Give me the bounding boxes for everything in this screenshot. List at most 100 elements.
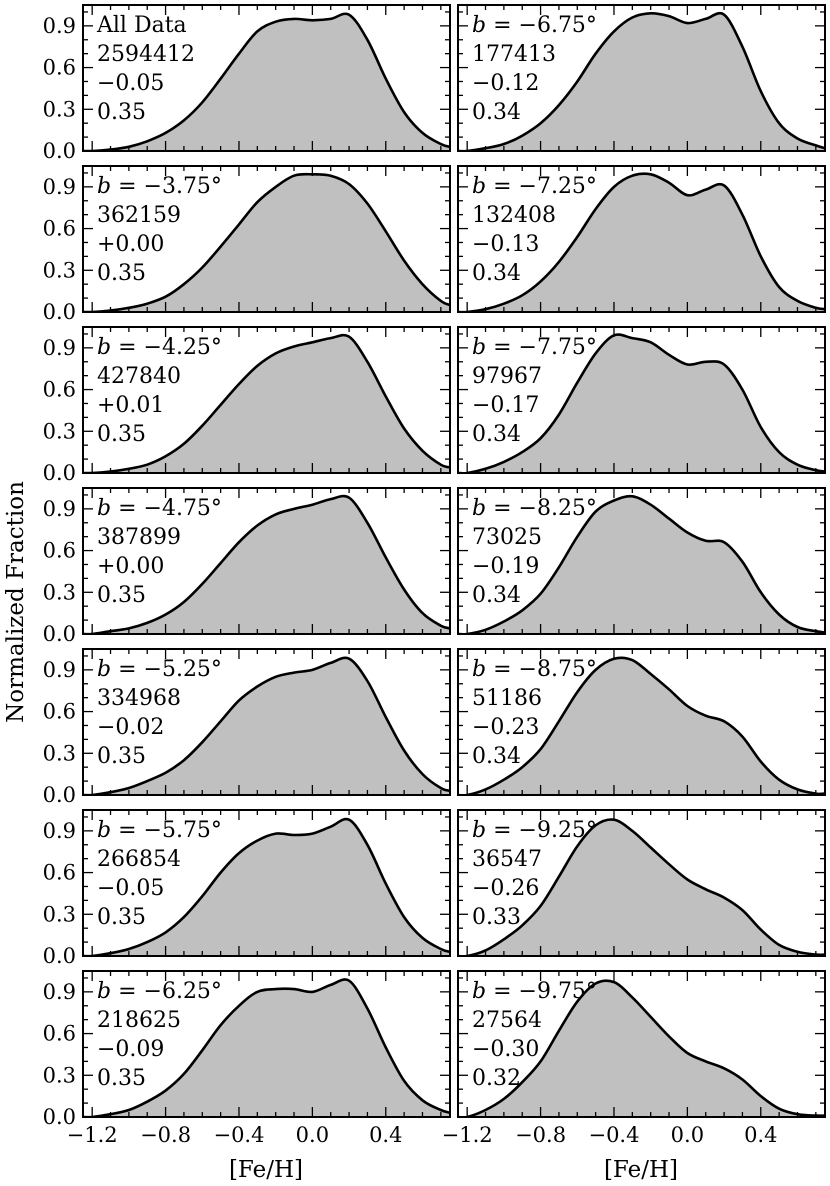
panel: 0.0 0.3 0.6 0.9 b = −4.75° 387899 +0.00 0.35: [43, 487, 451, 646]
y-tick-label: 0.3: [43, 902, 76, 926]
panel-label: b = −9.25°: [472, 818, 597, 843]
y-tick-label: 0.0: [43, 783, 76, 807]
panel-frame: [82, 487, 451, 635]
star-count: 132408: [472, 203, 556, 228]
mdf-area: [83, 174, 450, 312]
star-count: 97967: [472, 364, 542, 389]
mdf-area: [458, 334, 825, 473]
x-tick-label: −1.2: [67, 1123, 118, 1147]
dispersion: 0.32: [472, 1066, 521, 1091]
panel-frame: [82, 970, 451, 1118]
y-tick-label: 0.0: [43, 622, 76, 646]
mean-feh: −0.26: [472, 876, 539, 901]
mean-feh: +0.01: [97, 393, 164, 418]
panel: b = −7.25° 132408 −0.13 0.34: [457, 165, 826, 313]
panel: −1.2 −0.8 −0.4 0.0 0.4 b = −9.75° 27564 −0.30 0.…: [442, 970, 826, 1147]
mdf-curve: [83, 333, 450, 473]
mdf-curve: [458, 979, 825, 1117]
y-tick-label: 0.9: [43, 175, 76, 199]
y-tick-label: 0.6: [43, 1022, 76, 1046]
mdf-curve: [83, 656, 450, 795]
panel: b = −6.75° 177413 −0.12 0.34: [457, 4, 826, 152]
panel: 0.0 0.3 0.6 0.9 b = −5.75° 266854 −0.05 0.35: [43, 809, 451, 968]
x-tick-label: −0.4: [588, 1123, 639, 1147]
y-tick-label: 0.6: [43, 56, 76, 80]
star-count: 73025: [472, 525, 542, 550]
panel: b = −7.75° 97967 −0.17 0.34: [457, 326, 826, 474]
mdf-curve: [83, 817, 450, 956]
y-tick-label: 0.9: [43, 819, 76, 843]
y-tick-label: 0.6: [43, 378, 76, 402]
mdf-area: [458, 173, 825, 312]
y-tick-label: 0.6: [43, 861, 76, 885]
y-tick-label: 0.9: [43, 14, 76, 38]
mdf-curve: [458, 333, 825, 473]
y-tick-label: 0.6: [43, 217, 76, 241]
dispersion: 0.35: [97, 1066, 146, 1091]
panel: 0.0 0.3 0.6 0.9 b = −3.75° 362159 +0.00 0.35: [43, 165, 451, 324]
y-tick-label: 0.3: [43, 1063, 76, 1087]
star-count: 177413: [472, 42, 556, 67]
mean-feh: −0.19: [472, 554, 539, 579]
dispersion: 0.34: [472, 100, 521, 125]
mean-feh: −0.09: [97, 1037, 164, 1062]
x-tick-label: −0.4: [213, 1123, 264, 1147]
mdf-curve: [458, 656, 825, 795]
dispersion: 0.33: [472, 905, 521, 930]
panel: 0.0 0.3 0.6 0.9 b = −4.25° 427840 +0.01 0.35: [43, 326, 451, 485]
mdf-area: [83, 657, 450, 795]
dispersion: 0.35: [97, 744, 146, 769]
y-tick-label: 0.0: [43, 944, 76, 968]
panel: 0.0 0.3 0.6 0.9 b = −5.25° 334968 −0.02 0.35: [43, 648, 451, 807]
panel-frame: [457, 970, 826, 1118]
mdf-curve: [458, 172, 825, 312]
y-tick-label: 0.3: [43, 580, 76, 604]
mean-feh: +0.00: [97, 232, 164, 257]
panel: b = −8.25° 73025 −0.19 0.34: [457, 487, 826, 635]
y-tick-label: 0.3: [43, 258, 76, 282]
y-tick-label: 0.3: [43, 419, 76, 443]
panel-label: b = −7.75°: [472, 335, 597, 360]
mdf-area: [458, 819, 825, 956]
panel-label: b = −6.25°: [97, 979, 222, 1004]
y-tick-label: 0.0: [43, 1105, 76, 1129]
mdf-curve: [458, 818, 825, 956]
mean-feh: −0.05: [97, 71, 164, 96]
panel-frame: [82, 165, 451, 313]
panel-label: b = −4.75°: [97, 496, 222, 521]
x-axis-title-right: [Fe/H]: [604, 1157, 678, 1183]
dispersion: 0.34: [472, 583, 521, 608]
y-tick-label: 0.0: [43, 139, 76, 163]
mdf-curve: [83, 12, 450, 151]
x-tick-label: 0.4: [744, 1123, 777, 1147]
star-count: 51186: [472, 686, 542, 711]
panel-frame: [82, 809, 451, 957]
mean-feh: −0.02: [97, 715, 164, 740]
star-count: 362159: [97, 203, 181, 228]
star-count: 36547: [472, 847, 542, 872]
panel-label: b = −8.75°: [472, 657, 597, 682]
panel: 0.0 0.3 0.6 0.9 −1.2 −0.8 −0.4 0.0 0.4 b = −6.25°…: [43, 970, 451, 1147]
mean-feh: +0.00: [97, 554, 164, 579]
panel-label: All Data: [96, 13, 187, 38]
panel-label: b = −8.25°: [472, 496, 597, 521]
panel-frame: [457, 165, 826, 313]
x-axis-title-left: [Fe/H]: [229, 1157, 303, 1183]
mdf-area: [458, 496, 825, 634]
panel-frame: [457, 4, 826, 152]
y-tick-label: 0.9: [43, 336, 76, 360]
panel-grid: 0.0 0.3 0.6 0.9 All Data 2594412 −0.05 0.35 b = …: [43, 4, 826, 1147]
mean-feh: −0.17: [472, 393, 539, 418]
mdf-curve: [458, 494, 825, 634]
dispersion: 0.35: [97, 100, 146, 125]
dispersion: 0.35: [97, 422, 146, 447]
panel: 0.0 0.3 0.6 0.9 All Data 2594412 −0.05 0.35: [43, 4, 451, 163]
panel-label: b = −6.75°: [472, 13, 597, 38]
y-tick-label: 0.9: [43, 497, 76, 521]
mdf-area: [458, 980, 825, 1117]
mean-feh: −0.30: [472, 1037, 539, 1062]
y-tick-label: 0.6: [43, 539, 76, 563]
dispersion: 0.35: [97, 261, 146, 286]
dispersion: 0.34: [472, 422, 521, 447]
x-tick-label: 0.4: [369, 1123, 402, 1147]
